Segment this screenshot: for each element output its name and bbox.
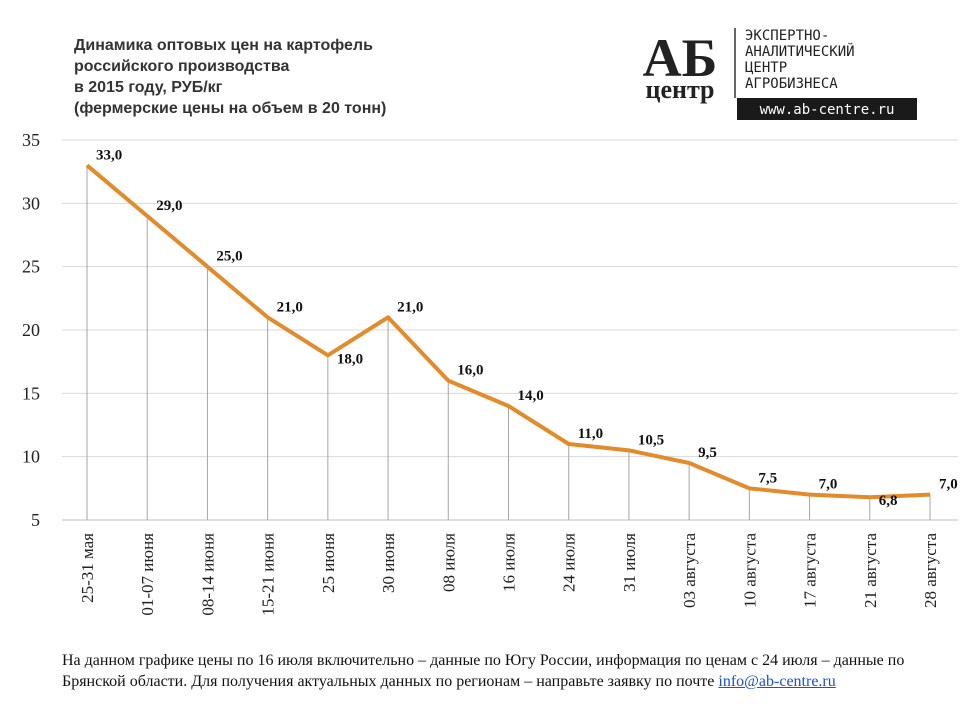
x-tick-label: 15-21 июня [259, 533, 278, 616]
y-tick-label: 20 [22, 320, 40, 340]
footnote: На данном графике цены по 16 июля включи… [62, 650, 922, 692]
price-line [85, 163, 931, 500]
y-tick-label: 10 [22, 447, 40, 467]
logo-mark: АБ [643, 28, 718, 88]
data-label: 9,5 [698, 445, 717, 461]
x-tick-label: 08-14 июня [198, 533, 217, 616]
data-label: 21,0 [397, 299, 423, 315]
x-tick-label: 01-07 июня [138, 533, 157, 616]
data-label: 16,0 [457, 363, 483, 379]
data-label: 14,0 [518, 388, 544, 404]
x-tick-label: 10 августа [740, 533, 759, 608]
logo-line: ЦЕНТР [745, 60, 787, 76]
chart-title: Динамика оптовых цен на картофель [74, 37, 373, 54]
data-label: 33,0 [96, 147, 122, 163]
chart-title: (фермерские цены на объем в 20 тонн) [74, 100, 386, 117]
x-tick-label: 16 июля [500, 533, 519, 592]
chart-title: российского производства [74, 58, 289, 75]
y-tick-label: 15 [22, 383, 40, 403]
logo-line: АНАЛИТИЧЕСКИЙ [745, 42, 855, 60]
y-tick-label: 35 [22, 130, 40, 150]
x-tick-label: 28 августа [921, 533, 940, 608]
x-tick-label: 17 августа [801, 533, 820, 608]
logo-line: ЭКСПЕРТНО- [745, 28, 829, 44]
data-label: 25,0 [216, 249, 242, 265]
chart-title: в 2015 году, РУБ/кг [74, 79, 223, 96]
x-tick-label: 24 июля [560, 533, 579, 592]
data-label: 18,0 [337, 351, 363, 367]
note-text: На данном графике цены по 16 июля включи… [62, 652, 905, 690]
data-label: 29,0 [156, 198, 182, 214]
data-label: 7,0 [819, 477, 838, 493]
x-tick-label: 25 июня [319, 533, 338, 593]
data-label: 7,5 [758, 470, 777, 486]
logo-url: www.ab-centre.ru [760, 102, 895, 118]
logo-line: АГРОБИЗНЕСА [745, 76, 838, 92]
data-label: 11,0 [578, 426, 603, 442]
x-tick-label: 25-31 мая [78, 533, 97, 603]
data-label: 10,5 [638, 432, 664, 448]
y-tick-label: 30 [22, 193, 40, 213]
x-tick-label: 30 июня [379, 533, 398, 593]
data-label: 6,8 [879, 493, 898, 509]
logo-sub: центр [645, 75, 714, 104]
data-label: 21,0 [277, 299, 303, 315]
email-link[interactable]: info@ab-centre.ru [718, 673, 836, 690]
x-tick-label: 03 августа [680, 533, 699, 608]
y-tick-label: 5 [31, 510, 40, 530]
y-tick-label: 25 [22, 257, 40, 277]
data-label: 7,0 [939, 477, 958, 493]
x-tick-label: 08 июля [439, 533, 458, 592]
x-tick-label: 31 июля [620, 533, 639, 592]
x-tick-label: 21 августа [861, 533, 880, 608]
logo-bar [737, 98, 917, 120]
